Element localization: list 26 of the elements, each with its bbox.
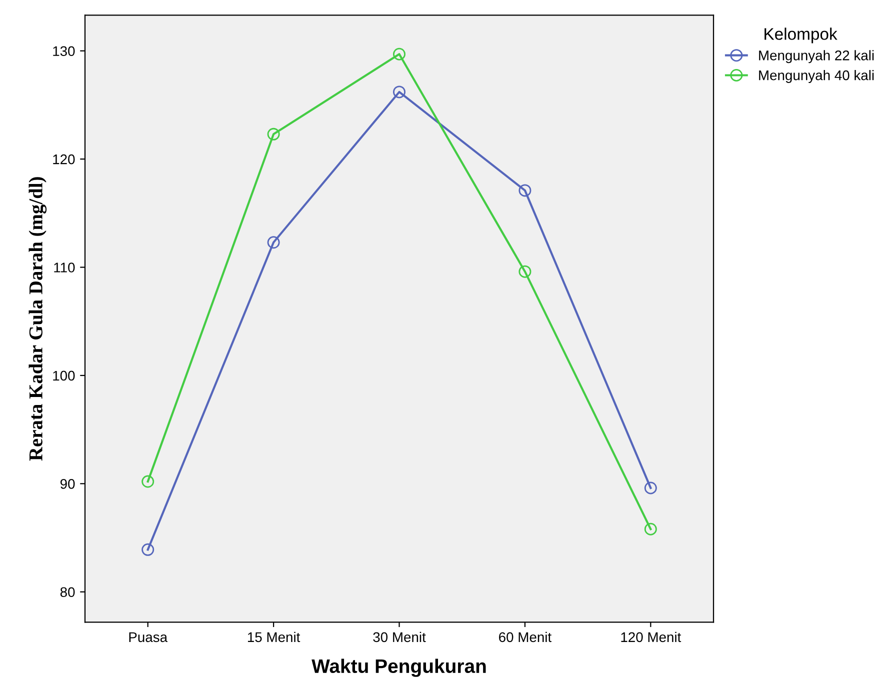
y-axis-title: Rerata Kadar Gula Darah (mg/dl) bbox=[28, 177, 47, 461]
point bbox=[393, 86, 406, 98]
point bbox=[644, 522, 657, 536]
point bbox=[393, 48, 406, 60]
y-tick-label: 120 bbox=[53, 154, 75, 164]
legend-title: Kelompok bbox=[764, 28, 838, 44]
point bbox=[267, 236, 280, 249]
point bbox=[267, 128, 280, 140]
point bbox=[142, 543, 154, 556]
x-tick-label: 60 Menit bbox=[499, 632, 552, 642]
y-tick-label: 130 bbox=[53, 46, 75, 56]
y-tick-label: 100 bbox=[53, 370, 75, 381]
x-tick-label: 30 Menit bbox=[373, 632, 426, 642]
point bbox=[142, 475, 154, 488]
x-tick-label: 120 Menit bbox=[621, 632, 682, 642]
point bbox=[518, 265, 532, 278]
legend-label: Mengunyah 22 kali bbox=[759, 50, 874, 64]
point bbox=[644, 482, 657, 494]
y-tick-label: 90 bbox=[60, 479, 75, 489]
point bbox=[518, 184, 532, 197]
x-axis-title: Waktu Pengukuran bbox=[312, 658, 486, 677]
legend-label: Mengunyah 40 kali bbox=[759, 70, 874, 83]
x-tick-label: 15 Menit bbox=[248, 632, 300, 642]
y-tick-label: 80 bbox=[60, 587, 75, 598]
y-tick-label: 110 bbox=[54, 262, 75, 272]
x-tick-label: Puasa bbox=[129, 632, 168, 642]
